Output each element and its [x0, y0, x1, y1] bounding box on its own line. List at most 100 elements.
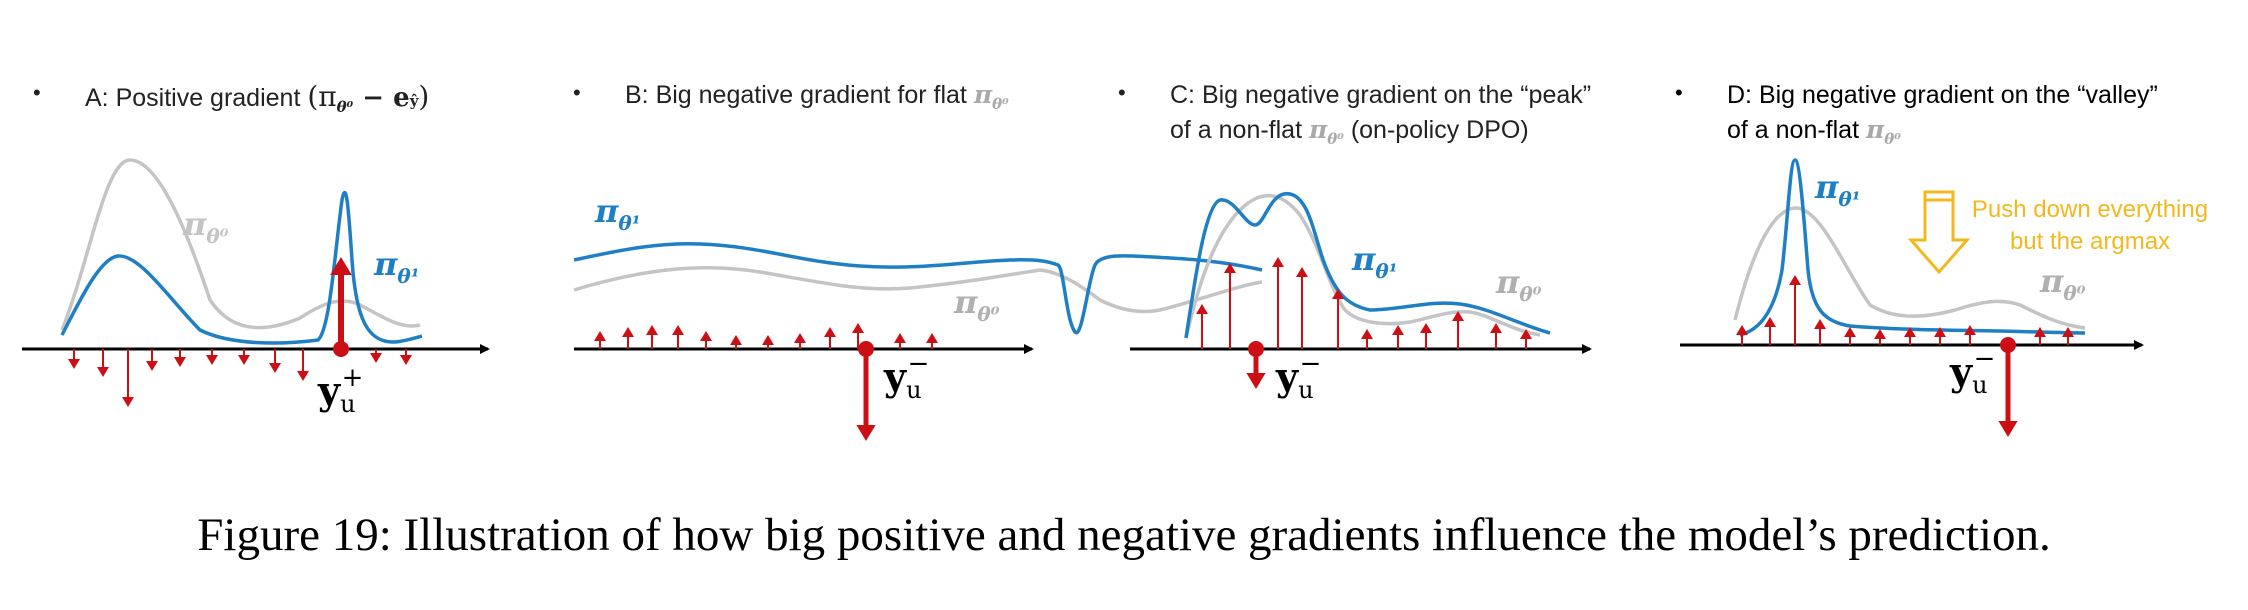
pi-theta1-label: πθ¹ [373, 245, 420, 288]
target-dot [333, 341, 349, 357]
bullet: • [1675, 80, 1683, 105]
gradient-arrowhead [1420, 323, 1432, 333]
gradient-arrowhead [1814, 319, 1826, 329]
formula-e-sub: ŷ [409, 92, 419, 110]
gradient-arrowhead [1196, 304, 1208, 314]
gradient-arrowhead [894, 333, 906, 343]
gradient-arrowhead [1789, 275, 1801, 285]
panel-d-line1: D: Big negative gradient on the “valley” [1727, 81, 2158, 109]
gradient-arrowhead [1964, 325, 1976, 335]
gradient-arrowhead [1246, 373, 1266, 389]
panel-c-line1: C: Big negative gradient on the “peak” [1170, 81, 1592, 109]
curve-theta0 [60, 158, 421, 331]
gradient-arrowhead [672, 325, 684, 335]
panel-c: πθ¹ πθ⁰ yu− [1130, 192, 1592, 404]
panel-d-title: • D: Big negative gradient on the “valle… [1675, 78, 2158, 149]
pi-theta0: πθ⁰ [973, 80, 1009, 113]
gradient-arrows [68, 257, 412, 407]
gradient-arrowhead [206, 355, 218, 365]
panel-c-line2: of a non-flat πθ⁰ (on-policy DPO) [1170, 114, 1529, 148]
gradient-arrowhead [762, 335, 774, 345]
target-dot [2000, 337, 2016, 353]
panel-b-title: • B: Big negative gradient for flat πθ⁰ [573, 78, 1009, 115]
pi-theta0: πθ⁰ [1308, 114, 1344, 148]
gradient-arrowhead [370, 353, 382, 363]
gradient-arrowhead [2034, 327, 2046, 337]
gradient-arrowhead [2062, 327, 2074, 337]
gradient-arrowhead [68, 359, 80, 369]
bullet: • [1118, 80, 1126, 105]
push-down-arrow-icon [1907, 190, 1971, 275]
gradient-arrowhead [1332, 289, 1344, 299]
gradient-arrowhead [146, 361, 158, 371]
pi-theta0: πθ⁰ [1865, 114, 1901, 148]
gradient-arrowhead [1296, 267, 1308, 277]
gradient-arrowhead [297, 371, 309, 381]
bullet: • [573, 80, 581, 105]
gradient-arrowhead [1736, 325, 1748, 335]
gradient-arrowhead [926, 333, 938, 343]
panel-a-title: • A: Positive gradient (πθ⁰ − eŷ) [33, 78, 430, 118]
curve-theta0 [1733, 206, 2086, 330]
gradient-arrowhead [594, 331, 606, 341]
formula-pi: θ⁰ [336, 98, 354, 116]
gradient-arrowhead [824, 327, 836, 337]
panel-a-title-text: A: Positive gradient [85, 84, 308, 112]
gradient-arrowhead [1764, 317, 1776, 327]
gradient-arrowhead [269, 363, 281, 373]
panel-b: πθ¹ πθ⁰ yu− [573, 192, 1263, 441]
curve-theta1 [1739, 158, 2086, 337]
gradient-arrowhead [97, 367, 109, 377]
gradient-arrowhead [1934, 327, 1946, 337]
pi-theta0-label: πθ⁰ [1495, 263, 1542, 306]
figure-caption: Figure 19: Illustration of how big posit… [197, 509, 2051, 561]
panel-d-line2: of a non-flat πθ⁰ [1727, 114, 1901, 148]
pi-theta0-label: πθ⁰ [182, 205, 229, 248]
gradient-arrowhead [1874, 329, 1886, 339]
y-u-minus-label: yu− [1275, 349, 1321, 404]
gradient-arrowhead [646, 325, 658, 335]
gradient-arrowhead [122, 397, 134, 407]
pi-theta0-label: πθ⁰ [953, 283, 1000, 326]
gradient-arrowhead [174, 357, 186, 367]
push-down-annotation: Push down everything but the argmax [1972, 196, 2208, 255]
curve-theta1 [573, 241, 1263, 335]
pi-theta0-label: πθ⁰ [2039, 262, 2086, 305]
gradient-arrowhead [1272, 257, 1284, 267]
pi-theta1-label: πθ¹ [1351, 240, 1398, 283]
gradient-arrowhead [1998, 421, 2018, 437]
formula-e: − e [353, 83, 410, 113]
gradient-arrowhead [1490, 323, 1502, 333]
target-dot [1248, 341, 1264, 357]
gradient-arrowhead [794, 333, 806, 343]
gradient-arrowhead [330, 257, 352, 275]
formula-open: (π [307, 80, 337, 113]
gradient-arrowhead [622, 327, 634, 337]
gradient-arrows [1736, 275, 2074, 437]
y-u-minus-label: yu− [1949, 344, 1995, 399]
gradient-arrowhead [238, 355, 250, 365]
gradient-arrowhead [400, 355, 412, 365]
gradient-arrowhead [730, 335, 742, 345]
panel-a: πθ⁰ πθ¹ yu+ [22, 158, 490, 418]
y-u-minus-label: yu− [883, 349, 929, 404]
curve-theta1 [1184, 192, 1551, 339]
gradient-arrows [1196, 257, 1532, 389]
bullet: • [33, 80, 41, 105]
gradient-arrowhead [1520, 329, 1532, 339]
gradient-arrowhead [1904, 327, 1916, 337]
panel-d: πθ¹ πθ⁰ yu− Push down everything but the … [1680, 158, 2208, 437]
gradient-arrows [594, 323, 938, 441]
y-u-plus-label: yu+ [317, 363, 363, 418]
target-dot [858, 341, 874, 357]
panel-b-title-text: B: Big negative gradient for flat [625, 81, 974, 109]
gradient-arrowhead [1392, 325, 1404, 335]
gradient-arrowhead [1361, 329, 1373, 339]
curve-theta0 [573, 265, 1263, 314]
gradient-arrowhead [852, 323, 864, 333]
formula-close: ) [418, 80, 430, 113]
gradient-arrowhead [856, 425, 876, 441]
curve-theta1 [60, 190, 423, 345]
gradient-arrowhead [700, 331, 712, 341]
figure-diagram: πθ⁰ πθ¹ yu+ πθ¹ πθ⁰ yu− πθ¹ πθ⁰ yu− πθ¹ … [22, 158, 2208, 441]
